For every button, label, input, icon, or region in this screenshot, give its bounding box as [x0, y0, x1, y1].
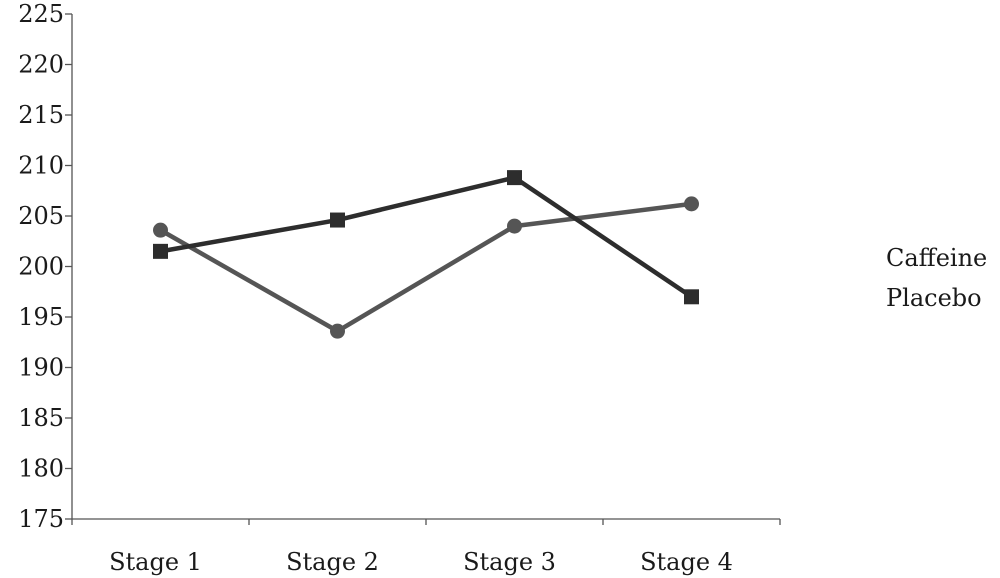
y-tick-label: 210	[18, 152, 64, 180]
y-tick-label: 220	[18, 51, 64, 79]
legend-entry-placebo: Placebo	[886, 284, 982, 312]
y-tick-label: 180	[18, 455, 64, 483]
x-category-label: Stage 1	[109, 548, 202, 576]
y-tick-label: 185	[18, 404, 64, 432]
y-tick-label: 200	[18, 253, 64, 281]
legend-entry-caffeine: Caffeine	[886, 244, 987, 272]
data-point-caffeine	[330, 212, 345, 228]
series-caffeine	[153, 170, 699, 305]
data-point-placebo	[684, 196, 699, 212]
data-point-caffeine	[507, 170, 522, 186]
y-tick-label: 195	[18, 303, 64, 331]
x-category-label: Stage 3	[463, 548, 556, 576]
data-point-placebo	[330, 323, 345, 339]
y-tick-label: 175	[18, 505, 64, 533]
legend: Caffeine Placebo	[886, 244, 987, 312]
series-placebo	[153, 196, 699, 339]
x-category-label: Stage 2	[286, 548, 379, 576]
y-tick-label: 190	[18, 354, 64, 382]
y-tick-label: 215	[18, 101, 64, 129]
data-point-caffeine	[684, 289, 699, 305]
x-axis: Stage 1 Stage 2 Stage 3 Stage 4	[71, 518, 781, 576]
data-point-placebo	[507, 218, 522, 234]
series-line-caffeine	[160, 175, 693, 299]
y-axis: 225 220 215 210 205 200 195 190 185 180 175	[18, 0, 73, 533]
data-point-placebo	[153, 222, 168, 238]
y-tick-label: 225	[18, 0, 64, 28]
series-line-placebo	[159, 201, 692, 334]
series-layer	[153, 170, 699, 339]
data-point-caffeine	[153, 243, 168, 259]
y-tick-label: 205	[18, 202, 64, 230]
x-category-label: Stage 4	[640, 548, 733, 576]
